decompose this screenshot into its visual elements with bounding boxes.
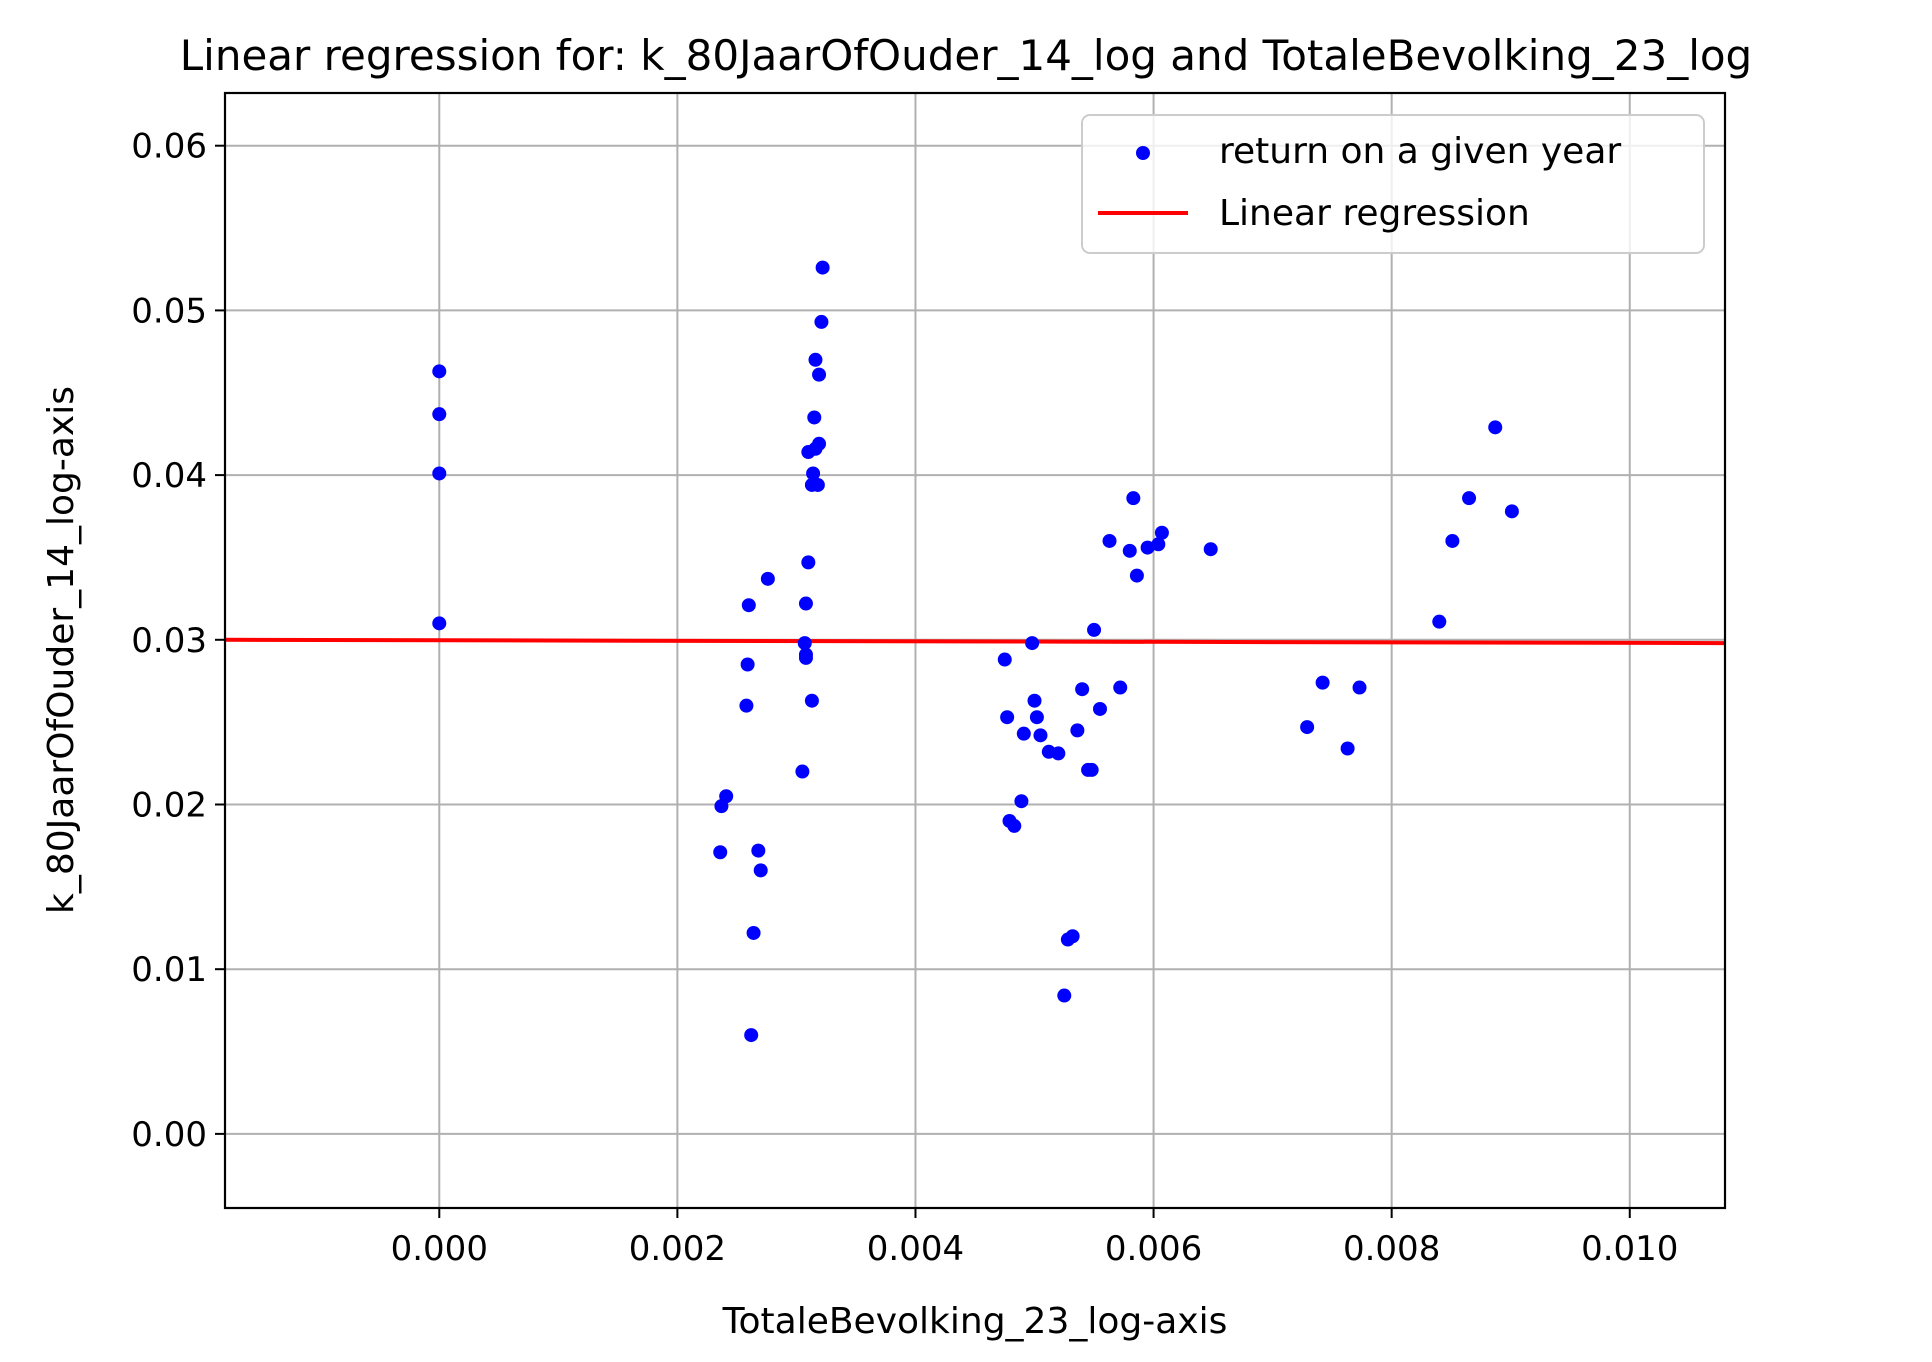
data-point — [432, 466, 447, 481]
regression-line-group — [224, 637, 1726, 646]
data-point — [1087, 622, 1102, 637]
data-point — [1140, 540, 1155, 555]
plot-frame — [223, 91, 1727, 1210]
data-point — [807, 410, 822, 425]
data-point — [1007, 818, 1022, 833]
y-tick-label: 0.01 — [131, 950, 207, 990]
x-tick-label: 0.008 — [1343, 1229, 1440, 1269]
data-point — [432, 364, 447, 379]
data-point — [740, 657, 755, 672]
data-point — [808, 352, 823, 367]
legend-box — [1081, 114, 1705, 254]
x-tick-label: 0.002 — [629, 1229, 726, 1269]
data-point — [1051, 746, 1066, 761]
data-point — [1000, 710, 1015, 725]
data-point — [1093, 701, 1107, 716]
data-point — [815, 260, 830, 275]
data-point — [812, 367, 827, 382]
data-point — [719, 789, 734, 804]
y-tick-label: 0.03 — [131, 621, 207, 661]
y-axis-ticks: 0.00 0.01 0.02 0.03 0.04 0.05 0.06 — [131, 127, 225, 1155]
data-point — [1027, 693, 1042, 708]
data-point — [1102, 533, 1117, 548]
data-point — [751, 843, 766, 858]
data-point — [1113, 680, 1128, 695]
legend-label-scatter: return on a given year — [1219, 131, 1621, 172]
data-point — [1488, 420, 1503, 435]
data-point — [1033, 728, 1048, 743]
x-tick-label: 0.006 — [1105, 1229, 1202, 1269]
data-point — [744, 1028, 759, 1043]
data-point — [1203, 542, 1218, 557]
data-point — [1075, 682, 1090, 697]
data-point — [795, 764, 810, 779]
data-point — [812, 436, 827, 451]
data-point — [1029, 710, 1044, 725]
data-point — [1504, 504, 1519, 519]
y-tick-label: 0.04 — [131, 456, 207, 496]
data-point — [1129, 568, 1144, 583]
data-point — [760, 571, 775, 586]
y-tick-label: 0.06 — [131, 127, 207, 167]
x-tick-label: 0.000 — [391, 1229, 488, 1269]
data-point — [1432, 614, 1447, 629]
scatter-points — [432, 260, 1519, 1043]
data-point — [814, 314, 829, 329]
data-point — [432, 407, 447, 422]
data-point — [741, 598, 756, 613]
data-point — [1057, 988, 1072, 1003]
data-point — [1352, 680, 1367, 695]
data-point — [1122, 543, 1137, 558]
legend-marker-scatter — [1136, 146, 1150, 160]
y-tick-label: 0.05 — [131, 291, 207, 331]
data-point — [432, 616, 447, 631]
data-point — [798, 596, 813, 611]
data-point — [801, 555, 816, 570]
data-point — [798, 650, 813, 665]
data-point — [1315, 675, 1330, 690]
regression-line — [224, 637, 1726, 646]
data-point — [997, 652, 1012, 667]
data-point — [1300, 720, 1315, 735]
x-tick-label: 0.010 — [1581, 1229, 1678, 1269]
data-point — [1065, 929, 1080, 944]
x-axis-ticks: 0.000 0.002 0.004 0.006 0.008 0.010 — [391, 1208, 1678, 1269]
y-axis-label: k_80JaarOfOuder_14_log-axis — [41, 386, 82, 914]
data-point — [1445, 533, 1460, 548]
data-point — [1340, 741, 1355, 756]
data-point — [797, 636, 812, 651]
legend: return on a given year Linear regression — [1081, 114, 1705, 254]
data-point — [1016, 726, 1031, 741]
data-point — [1462, 491, 1477, 506]
data-point — [1025, 636, 1040, 651]
x-tick-label: 0.004 — [867, 1229, 964, 1269]
legend-label-line: Linear regression — [1219, 193, 1530, 234]
x-axis-label: TotaleBevolking_23_log-axis — [722, 1301, 1228, 1342]
data-point — [1126, 491, 1141, 506]
data-point — [1084, 762, 1099, 777]
data-point — [1070, 723, 1085, 738]
data-point — [713, 845, 728, 860]
data-point — [806, 466, 821, 481]
data-point — [1151, 537, 1166, 552]
data-point — [746, 925, 761, 940]
data-point — [1154, 525, 1169, 540]
data-point — [753, 863, 768, 878]
data-point — [1014, 794, 1029, 809]
y-tick-label: 0.02 — [131, 785, 207, 825]
data-point — [739, 698, 754, 713]
chart-title: Linear regression for: k_80JaarOfOuder_1… — [180, 31, 1752, 80]
y-tick-label: 0.00 — [131, 1115, 207, 1155]
data-point — [804, 693, 819, 708]
data-point — [810, 477, 825, 492]
